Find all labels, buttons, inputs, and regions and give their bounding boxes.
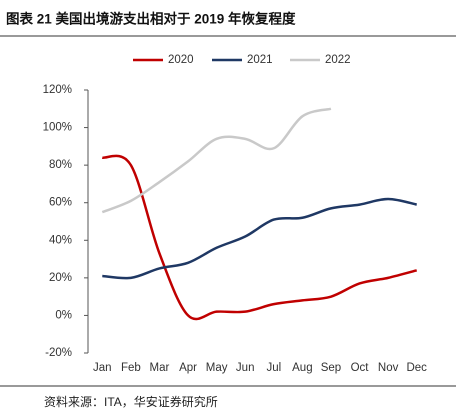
legend-label: 2020 bbox=[168, 54, 194, 66]
y-tick-label: 60% bbox=[49, 197, 72, 209]
x-tick-label: Sep bbox=[321, 362, 341, 374]
x-tick-label: Jan bbox=[93, 362, 112, 374]
x-tick-label: Jun bbox=[236, 362, 255, 374]
y-tick-label: 80% bbox=[49, 159, 72, 171]
x-tick-label: Dec bbox=[406, 362, 427, 374]
source: 资料来源：ITA，华安证券研究所 bbox=[44, 394, 218, 409]
x-tick-label: Nov bbox=[378, 362, 399, 374]
series-line bbox=[102, 197, 417, 280]
legend-label: 2021 bbox=[247, 54, 273, 66]
y-tick-label: -20% bbox=[45, 347, 72, 359]
series-line bbox=[101, 154, 418, 321]
x-tick-label: Aug bbox=[292, 362, 312, 374]
legend-label: 2022 bbox=[325, 54, 351, 66]
chart-title: 图表 21 美国出境游支出相对于 2019 年恢复程度 bbox=[6, 11, 296, 27]
y-tick-label: 0% bbox=[55, 309, 72, 321]
x-tick-label: Jul bbox=[266, 362, 281, 374]
series-line bbox=[101, 107, 332, 214]
y-tick-label: 120% bbox=[43, 84, 72, 96]
x-tick-label: Mar bbox=[150, 362, 170, 374]
x-tick-label: May bbox=[206, 362, 228, 374]
x-tick-label: Apr bbox=[179, 362, 197, 374]
x-tick-label: Feb bbox=[121, 362, 141, 374]
x-tick-label: Oct bbox=[351, 362, 370, 374]
y-tick-label: 40% bbox=[49, 234, 72, 246]
y-tick-label: 100% bbox=[43, 122, 72, 134]
y-tick-label: 20% bbox=[49, 272, 72, 284]
